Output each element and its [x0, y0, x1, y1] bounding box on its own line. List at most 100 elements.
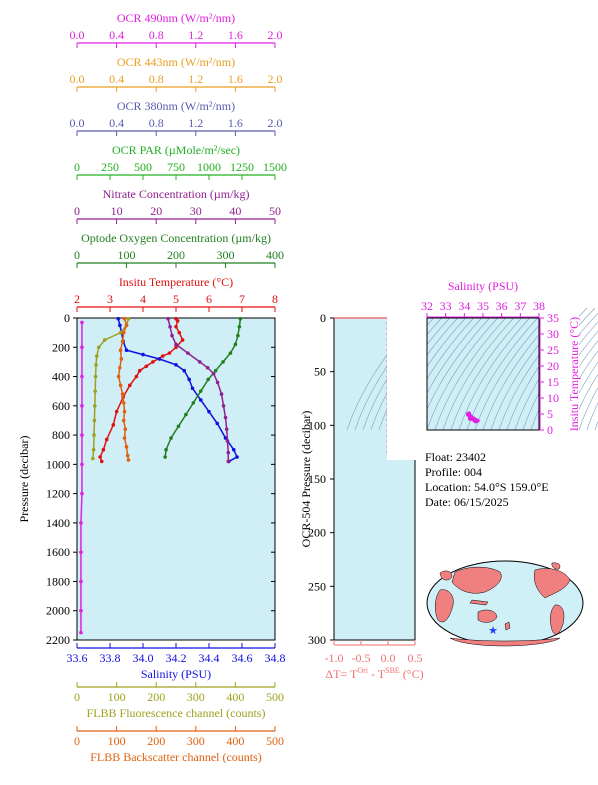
top-axis-tick-label: 0: [74, 248, 80, 262]
bottom-axis: 0 100 200 300 400 500 FLBB Backscatter channel…: [74, 726, 284, 764]
ts-x-tick-label: 36: [496, 299, 508, 313]
series-point: [128, 383, 132, 388]
bottom-axis-tick-label: 500: [266, 690, 284, 704]
series-point: [186, 351, 190, 355]
dt-x-tick-label: -1.0: [325, 651, 344, 665]
series-point: [237, 324, 242, 329]
top-axis-tick-label: 0.8: [149, 72, 164, 86]
series-point: [174, 342, 178, 347]
top-axis-tick-label: 500: [134, 160, 152, 174]
series-nitrate-concentration: [166, 316, 231, 464]
series-point: [231, 447, 236, 452]
series-point: [235, 455, 239, 459]
series-point: [80, 491, 84, 496]
y-tick-label: 0: [64, 311, 70, 325]
series-point: [205, 365, 210, 370]
top-axis-label: OCR 490nm (W/m²/nm): [117, 11, 235, 25]
density-contour: [450, 307, 532, 431]
top-axis-tick-label: 400: [266, 248, 284, 262]
y-tick-label: 800: [52, 428, 70, 442]
ts-y-tick-label: 25: [547, 343, 559, 357]
bottom-axis-label: FLBB Backscatter channel (counts): [90, 750, 262, 764]
series-point: [92, 418, 97, 423]
series-point: [94, 363, 98, 367]
series-point: [206, 377, 210, 382]
top-axis: 0 100 200 300 400 Optode Oxygen Concentration…: [74, 231, 284, 268]
series-point: [144, 364, 149, 369]
series-point: [151, 360, 155, 364]
top-axis-tick-label: 2.0: [268, 72, 283, 86]
top-axis: 0 250 500 750 1000 1250 1500 OCR PAR (µMole/m²/…: [74, 143, 287, 180]
float-id: Float: 23402: [425, 450, 487, 464]
density-contour: [426, 307, 508, 431]
series-point: [215, 380, 220, 385]
series-point: [80, 404, 84, 408]
map-land: [469, 599, 489, 606]
map-land: [477, 609, 498, 623]
top-axis-tick-label: 0.0: [70, 72, 85, 86]
ts-frame: [426, 317, 540, 431]
series-point: [184, 412, 188, 417]
series-point: [126, 458, 131, 462]
series-point: [182, 368, 187, 373]
series-point: [98, 455, 102, 459]
series-point: [174, 324, 178, 329]
series-optode-oxygen-concentration: [163, 316, 243, 459]
y-tick-label: 200: [52, 340, 70, 354]
ts-x-axis-label: Salinity (PSU): [448, 279, 518, 293]
dt-x-tick-label: -0.5: [352, 651, 371, 665]
series-point: [167, 351, 172, 355]
bottom-axis-tick-label: 33.6: [67, 651, 88, 665]
series-line: [92, 318, 130, 459]
bottom-axis-tick-label: 100: [108, 734, 126, 748]
series-point: [116, 316, 121, 321]
ts-x-tick-label: 33: [440, 299, 452, 313]
series-point: [236, 333, 240, 338]
top-axis-label: OCR PAR (µMole/m²/sec): [112, 143, 240, 157]
series-point: [190, 386, 195, 391]
ts-x-tick-label: 37: [514, 299, 526, 313]
series-point: [93, 374, 98, 379]
y-tick-label: 2000: [46, 604, 70, 618]
series-point: [79, 579, 83, 584]
top-axis-tick-label: 30: [190, 204, 202, 218]
series-line: [167, 318, 230, 462]
map-land: [504, 621, 511, 631]
top-axis: 0.0 0.4 0.8 1.2 1.6 2.0 OCR 443nm (W/m²/nm): [70, 55, 283, 92]
date: Date: 06/15/2025: [425, 495, 509, 509]
top-axis-tick-label: 1.2: [188, 72, 203, 86]
series-point: [79, 630, 83, 635]
series-point: [228, 351, 233, 355]
ts-plot-area: [426, 317, 540, 431]
ts-x-tick-label: 32: [421, 299, 433, 313]
series-flbb-fluorescence-channel: [91, 316, 131, 461]
ts-x-tick-label: 34: [458, 299, 470, 313]
series-point: [224, 427, 229, 432]
series-point: [170, 333, 174, 338]
series-point: [118, 383, 123, 388]
ts-y-tick-label: 20: [547, 359, 559, 373]
series-point: [198, 389, 203, 393]
series-point: [102, 338, 107, 342]
series-point: [177, 330, 182, 335]
series-point: [215, 421, 220, 426]
dt-y-tick-label: 300: [308, 633, 326, 647]
series-point: [134, 374, 139, 379]
series-point: [104, 437, 109, 442]
density-contour: [434, 307, 516, 431]
bottom-axis-tick-label: 34.6: [232, 651, 253, 665]
series-point: [226, 450, 231, 455]
ts-point: [467, 416, 472, 421]
bottom-axis: 33.6 33.8 34.0 34.2 34.4 34.6 34.8 Salinity (PS…: [67, 643, 286, 681]
bottom-axis-tick-label: 0: [74, 690, 80, 704]
series-point: [121, 330, 126, 335]
series-point: [141, 352, 145, 357]
top-axis-tick-label: 0.0: [70, 116, 85, 130]
ts-y-tick-label: 10: [547, 391, 559, 405]
series-point: [122, 436, 127, 440]
bottom-axis-tick-label: 34.0: [133, 651, 154, 665]
top-axis: 2 3 4 5 6 7 8 Insitu Temperature (°C): [74, 275, 278, 312]
location: Location: 54.0°S 159.0°E: [425, 480, 549, 494]
map-land: [534, 568, 571, 599]
